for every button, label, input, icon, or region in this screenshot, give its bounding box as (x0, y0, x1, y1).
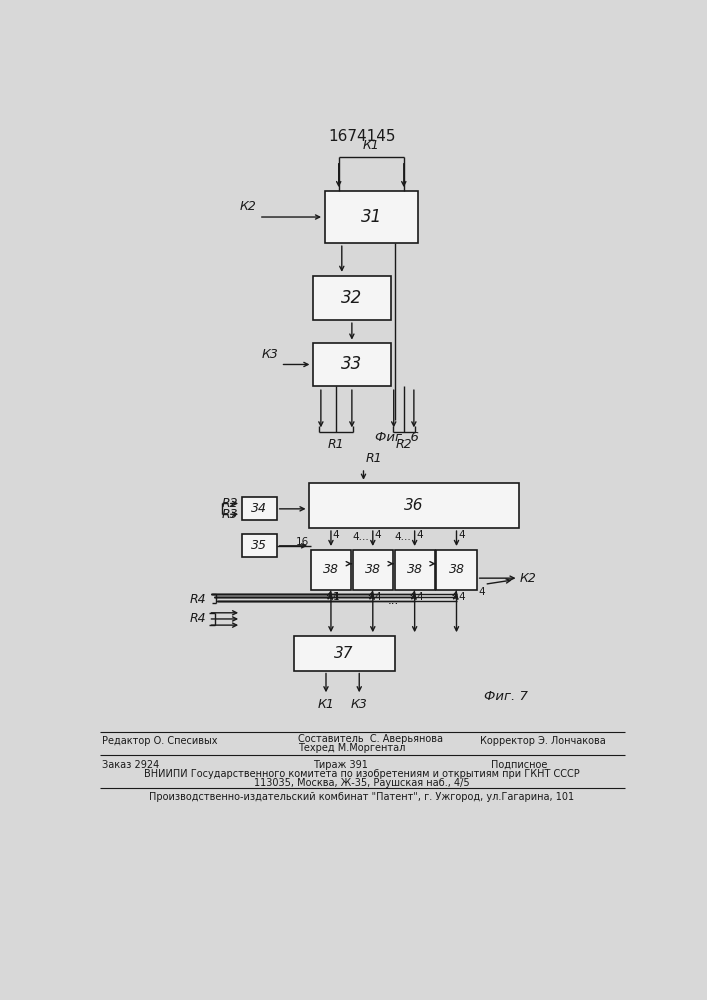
Bar (309, 483, 518, 528)
Text: 16: 16 (296, 537, 309, 547)
Text: Заказ 2924: Заказ 2924 (103, 760, 160, 770)
Text: 4: 4 (332, 530, 339, 540)
Text: 4: 4 (416, 530, 423, 540)
Text: R1: R1 (366, 452, 382, 465)
Text: 4...: 4... (353, 532, 369, 542)
Bar (353, 550, 393, 590)
Text: 38: 38 (365, 563, 381, 576)
Text: 4: 4 (458, 530, 464, 540)
Text: 38: 38 (407, 563, 423, 576)
Text: Техред М.Моргентал: Техред М.Моргентал (298, 743, 405, 753)
Text: Подписное: Подписное (491, 760, 548, 770)
Text: К2: К2 (240, 200, 257, 213)
Text: 38: 38 (323, 563, 339, 576)
Text: R1: R1 (328, 438, 345, 451)
Text: 38: 38 (448, 563, 464, 576)
Text: 4: 4 (416, 592, 423, 602)
Text: Фиг. 7: Фиг. 7 (484, 690, 527, 703)
Text: 35: 35 (251, 539, 267, 552)
Bar (313, 343, 391, 386)
Text: 4: 4 (374, 530, 381, 540)
Text: 32: 32 (341, 289, 363, 307)
Text: 37: 37 (334, 646, 354, 661)
Text: R3: R3 (222, 508, 239, 521)
Bar (313, 276, 391, 320)
Text: 31: 31 (361, 208, 382, 226)
Text: 4...: 4... (395, 532, 411, 542)
Text: К2: К2 (520, 572, 537, 585)
Text: 4: 4 (478, 587, 485, 597)
Text: R4: R4 (189, 593, 206, 606)
Text: Редактор О. Спесивых: Редактор О. Спесивых (103, 736, 218, 746)
Text: Фиг. 6: Фиг. 6 (375, 431, 419, 444)
Text: Производственно-издательский комбинат "Патент", г. Ужгород, ул.Гагарина, 101: Производственно-издательский комбинат "П… (149, 792, 575, 802)
Text: Составитель  С. Аверьянова: Составитель С. Аверьянова (298, 734, 443, 744)
Text: 33: 33 (341, 355, 363, 373)
Text: ВНИИПИ Государственного комитета по изобретениям и открытиям при ГКНТ СССР: ВНИИПИ Государственного комитета по изоб… (144, 769, 580, 779)
Bar (242, 534, 276, 557)
Bar (436, 550, 477, 590)
Bar (311, 550, 351, 590)
Text: 1: 1 (332, 592, 339, 602)
Bar (242, 497, 276, 520)
Bar (395, 550, 435, 590)
Text: 4: 4 (374, 592, 381, 602)
Text: 4: 4 (332, 592, 339, 602)
Text: К1: К1 (317, 698, 334, 710)
Text: К3: К3 (262, 348, 279, 361)
Text: К1: К1 (363, 139, 380, 152)
Text: К3: К3 (351, 698, 368, 710)
Bar (325, 191, 418, 243)
Bar (293, 636, 395, 671)
Text: R2: R2 (222, 497, 239, 510)
Text: ...: ... (388, 594, 399, 607)
Text: 1674145: 1674145 (328, 129, 396, 144)
Text: 34: 34 (251, 502, 267, 515)
Text: 4: 4 (458, 592, 464, 602)
Text: R2: R2 (395, 438, 412, 451)
Text: 36: 36 (404, 498, 423, 513)
Text: Тираж 391: Тираж 391 (313, 760, 368, 770)
Text: Корректор Э. Лончакова: Корректор Э. Лончакова (480, 736, 605, 746)
Text: 113035, Москва, Ж-35, Раушская наб., 4/5: 113035, Москва, Ж-35, Раушская наб., 4/5 (254, 778, 469, 788)
Text: R4: R4 (189, 612, 206, 625)
